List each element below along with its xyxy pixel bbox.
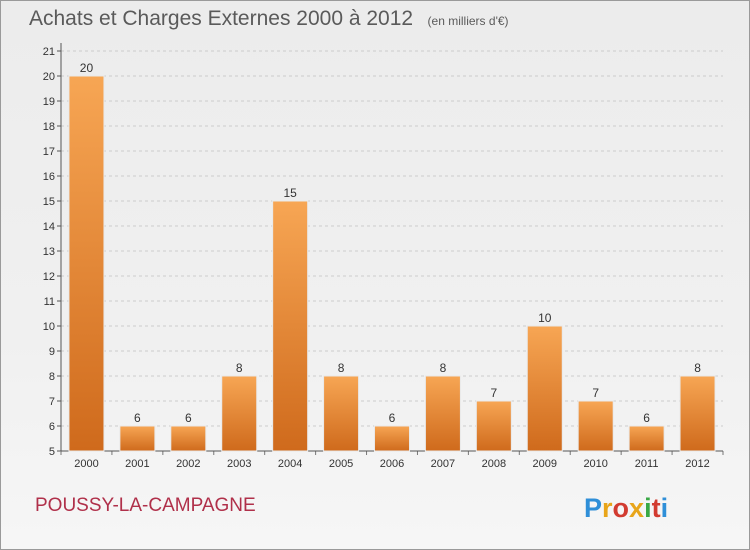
y-tick-label-9: 9 xyxy=(49,346,55,358)
bar-2009 xyxy=(526,325,563,452)
x-tick-label-2003: 2003 xyxy=(227,458,251,470)
y-tick-label-8: 8 xyxy=(49,371,55,383)
logo-letter: o xyxy=(613,493,630,523)
x-tick-label-2009: 2009 xyxy=(533,458,557,470)
bar-2001 xyxy=(119,425,156,452)
y-tick-label-13: 13 xyxy=(43,246,55,258)
bar-2006 xyxy=(374,425,410,452)
y-tick-label-19: 19 xyxy=(43,96,55,108)
x-tick-label-2007: 2007 xyxy=(431,458,455,470)
data-label-2003: 8 xyxy=(236,361,243,375)
y-tick-label-16: 16 xyxy=(43,171,55,183)
bar-2008 xyxy=(475,400,512,452)
y-tick-label-5: 5 xyxy=(49,446,55,458)
bar-2012 xyxy=(679,375,716,452)
data-label-2011: 6 xyxy=(643,411,650,425)
axes xyxy=(57,43,724,455)
logo-letter: r xyxy=(602,493,613,523)
y-tick-label-12: 12 xyxy=(43,271,55,283)
y-tick-label-14: 14 xyxy=(43,221,55,233)
bar-2005 xyxy=(323,375,360,452)
y-tick-label-21: 21 xyxy=(43,46,55,58)
chart-subtitle: (en milliers d'€) xyxy=(427,14,509,28)
x-tick-label-2005: 2005 xyxy=(329,458,353,470)
x-tick-label-2011: 2011 xyxy=(635,458,659,470)
logo-text: Proxiti xyxy=(584,493,668,523)
grid-lines xyxy=(61,50,723,452)
labels: 5 6 7 8 9 10 11 12 13 14 15 16 17 18 19 20 21 20 2000 6 2001… xyxy=(43,46,710,470)
commune-name: POUSSY-LA-CAMPAGNE xyxy=(35,495,256,516)
data-label-2009: 10 xyxy=(538,311,552,325)
y-tick-label-18: 18 xyxy=(43,121,55,133)
bar-2002 xyxy=(170,425,207,452)
bars xyxy=(68,75,716,452)
x-tick-label-2000: 2000 xyxy=(74,458,98,470)
y-tick-label-11: 11 xyxy=(44,296,55,308)
data-label-2007: 8 xyxy=(440,361,447,375)
bar-2011 xyxy=(628,425,665,452)
logo-letter: x xyxy=(629,493,644,523)
logo-letter: i xyxy=(644,493,652,523)
x-tick-label-2008: 2008 xyxy=(482,458,506,470)
y-tick-label-17: 17 xyxy=(43,146,55,158)
y-tick-label-7: 7 xyxy=(49,396,55,408)
data-label-2000: 20 xyxy=(80,61,94,75)
y-tick-label-10: 10 xyxy=(43,321,55,333)
data-label-2008: 7 xyxy=(491,386,498,400)
proxiti-logo[interactable]: Proxiti xyxy=(584,490,694,526)
x-tick-label-2001: 2001 xyxy=(125,458,149,470)
logo-letter: P xyxy=(584,493,602,523)
bar-2004 xyxy=(272,200,309,452)
x-tick-label-2010: 2010 xyxy=(583,458,607,470)
bar-2003 xyxy=(221,375,258,452)
title-block: Achats et Charges Externes 2000 à 2012 (… xyxy=(29,7,509,31)
x-tick-label-2002: 2002 xyxy=(176,458,200,470)
logo-letter: i xyxy=(661,493,669,523)
data-label-2006: 6 xyxy=(389,411,396,425)
x-tick-label-2012: 2012 xyxy=(685,458,709,470)
bar-2007 xyxy=(424,375,461,452)
bar-chart: 5 6 7 8 9 10 11 12 13 14 15 16 17 18 19 20 21 20 2000 6 2001… xyxy=(43,43,724,470)
y-tick-label-20: 20 xyxy=(43,71,55,83)
y-tick-label-15: 15 xyxy=(43,196,55,208)
x-tick-label-2004: 2004 xyxy=(278,458,302,470)
y-tick-label-6: 6 xyxy=(49,421,55,433)
data-label-2002: 6 xyxy=(185,411,192,425)
data-label-2004: 15 xyxy=(283,186,297,200)
logo-letter: t xyxy=(652,493,661,523)
x-tick-label-2006: 2006 xyxy=(380,458,404,470)
data-label-2012: 8 xyxy=(694,361,701,375)
data-label-2010: 7 xyxy=(592,386,599,400)
data-label-2005: 8 xyxy=(338,361,345,375)
data-label-2001: 6 xyxy=(134,411,141,425)
chart-title: Achats et Charges Externes 2000 à 2012 xyxy=(29,7,414,30)
bar-2010 xyxy=(577,400,614,452)
bar-2000 xyxy=(68,75,105,452)
